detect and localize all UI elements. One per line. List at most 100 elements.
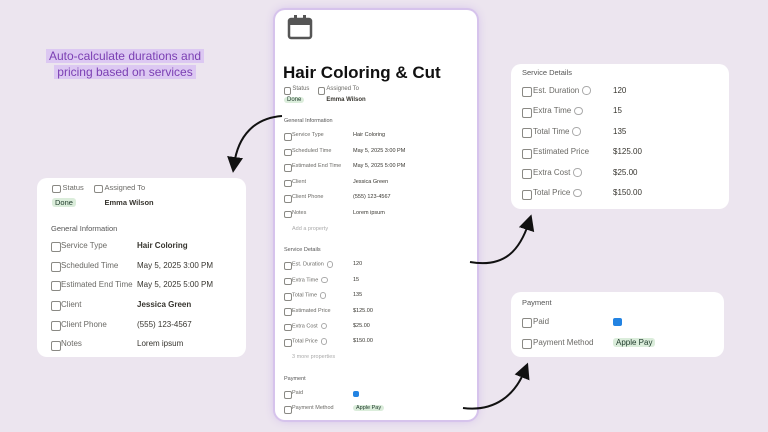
icon xyxy=(284,277,292,286)
property-label: Extra Time xyxy=(292,276,328,284)
status-label: Status xyxy=(292,86,310,93)
property-label: Service Type xyxy=(292,132,324,139)
icon xyxy=(522,87,532,97)
property-value: Jessica Green xyxy=(137,299,192,309)
property-label: Total Price xyxy=(533,188,582,198)
property-label: Client xyxy=(292,178,307,185)
icon xyxy=(284,262,292,270)
icon xyxy=(284,195,292,203)
property-label: Estimated End Time xyxy=(61,280,133,290)
property-value: 135 xyxy=(613,126,627,136)
section-heading: Payment xyxy=(284,376,306,383)
icon xyxy=(522,339,532,349)
property-label: Estimated Price xyxy=(533,147,590,157)
icon xyxy=(51,281,61,292)
property-value: Hair Coloring xyxy=(353,132,386,139)
status-value: Done xyxy=(284,97,305,104)
property-value: $25.00 xyxy=(613,167,638,177)
property-label: Estimated End Time xyxy=(292,163,342,170)
property-label: Extra Time xyxy=(533,106,583,116)
property-label: Notes xyxy=(292,209,307,216)
property-label: Client xyxy=(61,299,82,309)
icon xyxy=(284,164,292,172)
assignee: Emma Wilson xyxy=(326,97,366,104)
icon xyxy=(284,210,292,219)
info-icon xyxy=(573,188,582,198)
section-heading: Service Details xyxy=(522,68,573,78)
property-label: Estimated Price xyxy=(292,307,331,314)
info-icon xyxy=(320,292,327,299)
property-value: Apple Pay xyxy=(353,405,385,412)
info-icon xyxy=(573,168,582,177)
property-value: $150.00 xyxy=(353,338,373,345)
add-property: Add a property xyxy=(292,226,329,232)
icon xyxy=(284,339,292,347)
property-value: May 5, 2025 3:00 PM xyxy=(353,147,406,154)
property-value: (555) 123-4567 xyxy=(353,194,391,201)
property-label: Total Time xyxy=(533,127,581,136)
property-value: 120 xyxy=(353,261,363,268)
property-value: 120 xyxy=(613,85,627,95)
more-properties: 3 more properties xyxy=(292,354,336,360)
assigned-label: Assigned To xyxy=(104,183,146,193)
info-icon xyxy=(582,86,591,95)
icon xyxy=(522,128,532,138)
zoom-general: Status Assigned To Done Emma Wilson General … xyxy=(37,178,246,357)
section-heading: General Information xyxy=(284,118,333,125)
property-value: 15 xyxy=(613,106,622,116)
info-icon xyxy=(326,261,334,268)
property-label: Total Time xyxy=(292,292,327,299)
property-label: Client Phone xyxy=(292,194,324,201)
icon xyxy=(51,301,61,312)
status-value: Done xyxy=(52,198,76,208)
icon xyxy=(51,261,61,272)
section-heading: Payment xyxy=(522,298,552,308)
property-label: Paid xyxy=(292,390,304,397)
calendar-icon xyxy=(287,15,313,40)
assigned-label: Assigned To xyxy=(326,86,359,93)
icon xyxy=(284,133,292,141)
checkbox xyxy=(353,390,360,398)
property-label: Extra Cost xyxy=(292,323,328,330)
icon xyxy=(522,318,532,328)
icon xyxy=(51,340,61,351)
property-label: Paid xyxy=(533,316,550,326)
property-value: Apple Pay xyxy=(613,337,656,347)
property-label: Client Phone xyxy=(61,319,107,329)
page-title: Hair Coloring & Cut xyxy=(283,63,441,82)
property-value: May 5, 2025 3:00 PM xyxy=(137,260,214,270)
icon xyxy=(284,406,292,414)
property-value: 15 xyxy=(353,276,360,283)
icon xyxy=(52,184,61,194)
tagline-line: pricing based on services xyxy=(54,65,196,79)
zoom-service: Service Details Est. Duration 120 Extra Tim… xyxy=(511,64,729,209)
icon xyxy=(522,169,532,179)
info-icon xyxy=(320,323,328,330)
property-value: $125.00 xyxy=(613,147,642,157)
property-value: $25.00 xyxy=(353,323,370,330)
icon xyxy=(284,87,292,95)
section-heading: General Information xyxy=(51,224,118,234)
page-card: Hair Coloring & Cut Status Assigned To Don… xyxy=(275,10,477,420)
property-value: Jessica Green xyxy=(353,178,389,185)
property-label: Scheduled Time xyxy=(61,260,119,270)
property-label: Scheduled Time xyxy=(292,147,332,154)
property-label: Extra Cost xyxy=(533,168,582,177)
section-heading: Service Details xyxy=(284,247,321,254)
icon xyxy=(284,148,292,157)
icon xyxy=(284,323,292,332)
property-value: (555) 123-4567 xyxy=(137,319,192,329)
icon xyxy=(51,242,61,252)
info-icon xyxy=(574,106,583,116)
property-value: May 5, 2025 5:00 PM xyxy=(137,280,214,290)
property-value: 135 xyxy=(353,292,363,299)
icon xyxy=(284,391,292,399)
zoom-payment: Payment Paid Payment Method Apple Pay xyxy=(511,292,724,357)
property-label: Service Type xyxy=(61,240,108,250)
property-value: May 5, 2025 5:00 PM xyxy=(353,163,406,170)
status-label: Status xyxy=(62,183,84,193)
checkbox xyxy=(613,317,622,327)
info-icon xyxy=(321,276,328,284)
property-label: Est. Duration xyxy=(533,86,591,95)
